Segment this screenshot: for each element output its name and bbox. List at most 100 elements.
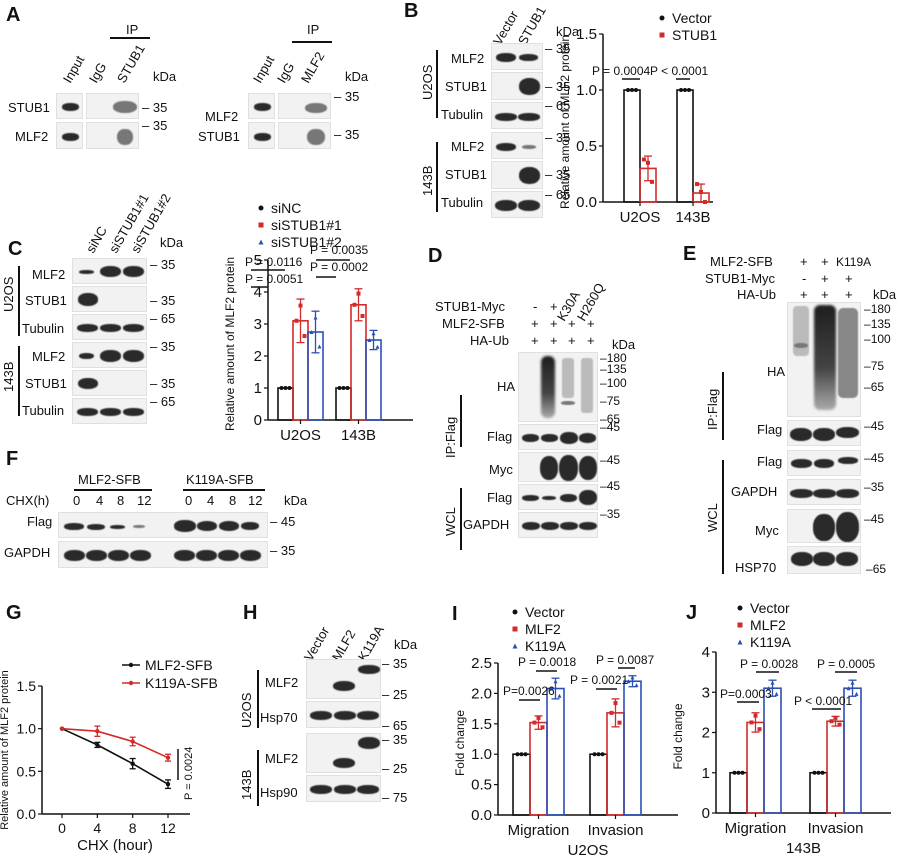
chart-c-plot: 0 1 2 3 4 5 Relative amount of MLF2 protein U2O…: [223, 200, 413, 444]
svg-text:MLF2: MLF2: [525, 621, 561, 637]
condition-value: +: [568, 333, 576, 348]
kda-marker: – 65: [382, 718, 408, 733]
group-bracket: [18, 346, 20, 416]
svg-text:143B: 143B: [675, 209, 710, 226]
svg-text:1.5: 1.5: [471, 716, 492, 733]
condition-value: +: [821, 271, 829, 286]
kda-label: kDa: [284, 493, 308, 508]
blot-strip: [306, 659, 381, 699]
row-label: Flag: [757, 422, 783, 437]
row-label: MLF2: [451, 139, 485, 154]
row-label: STUB1: [8, 100, 50, 115]
svg-text:2.0: 2.0: [471, 685, 492, 702]
kda-marker: – 35: [150, 376, 176, 391]
kda-marker: – 65: [545, 98, 571, 113]
timepoint: 8: [117, 493, 125, 508]
blot-strip: [56, 93, 83, 119]
kda-marker: –45: [600, 479, 621, 493]
condition-value: +: [821, 254, 829, 269]
kda-marker: – 25: [382, 687, 408, 702]
group-bracket: [257, 670, 259, 728]
row-label: GAPDH: [731, 484, 778, 499]
kda-marker: – 75: [382, 790, 408, 805]
row-label: Tubulin: [441, 107, 484, 122]
condition-value: +: [587, 333, 595, 348]
panel-label-j: J: [686, 602, 698, 624]
kda-marker: –45: [864, 512, 885, 526]
svg-text:Vector: Vector: [750, 600, 790, 616]
blot-strip: [58, 541, 268, 568]
blot-strip: [278, 93, 331, 119]
condition-value: +: [531, 333, 539, 348]
kda-marker: – 35: [545, 41, 571, 56]
blot-strip: [787, 479, 861, 505]
condition-value: +: [550, 333, 558, 348]
kda-marker: –65: [866, 562, 887, 576]
chart-g-plot: 0.0 0.5 1.0 1.5 0 4 8 12 CHX (hour) Relative amou…: [0, 657, 218, 854]
svg-text:Migration: Migration: [508, 822, 570, 839]
kda-marker: –35: [864, 480, 885, 494]
blot-strip: [518, 424, 598, 450]
panel-label-g: G: [6, 602, 22, 624]
blot-strip: [248, 122, 275, 149]
panel-label-h: H: [243, 602, 258, 624]
blot-strip: [306, 775, 381, 802]
kda-marker: –75: [864, 359, 885, 373]
svg-text:2: 2: [702, 725, 710, 742]
timepoint: 8: [229, 493, 237, 508]
condition-label: HA-Ub: [737, 287, 777, 302]
kda-marker: – 45: [270, 514, 296, 529]
svg-text:Vector: Vector: [525, 604, 565, 620]
svg-text:P = 0.0005: P = 0.0005: [817, 657, 875, 671]
row-label: MLF2: [15, 129, 49, 144]
blot-strip: [86, 93, 139, 119]
svg-text:0.0: 0.0: [576, 194, 597, 211]
blot-strip: [56, 122, 83, 149]
timepoint: 12: [248, 493, 263, 508]
row-label: Myc: [489, 462, 513, 477]
svg-text:0.5: 0.5: [576, 138, 597, 155]
svg-text:Invasion: Invasion: [588, 822, 644, 839]
row-label: MLF2: [451, 51, 485, 66]
svg-text:12: 12: [160, 820, 176, 836]
kda-marker: – 65: [150, 311, 176, 326]
blot-strip: [306, 733, 381, 773]
svg-text:siSTUB1#2: siSTUB1#2: [271, 234, 342, 250]
kda-marker: – 35: [270, 543, 296, 558]
panel-label-a: A: [6, 4, 21, 26]
condition-value: K119A: [836, 255, 872, 269]
row-label: STUB1: [198, 129, 240, 144]
row-label: Flag: [27, 514, 53, 529]
row-label: STUB1: [25, 293, 67, 308]
kda-label: kDa: [873, 287, 897, 302]
svg-text:0: 0: [58, 820, 66, 836]
row-label: Tubulin: [22, 403, 65, 418]
group-bracket: [436, 50, 438, 118]
timepoint: 0: [185, 493, 193, 508]
svg-text:143B: 143B: [341, 427, 376, 444]
svg-text:2.5: 2.5: [471, 655, 492, 672]
kda-marker: – 35: [142, 100, 168, 115]
svg-text:U2OS: U2OS: [620, 209, 661, 226]
svg-text:P = 0.0116: P = 0.0116: [245, 255, 303, 269]
group-bracket: [257, 750, 259, 806]
kda-marker: –135: [864, 317, 891, 331]
svg-text:P = 0.0002: P = 0.0002: [310, 260, 368, 274]
blot-strip: [72, 342, 147, 368]
panel-label-d: D: [428, 245, 443, 267]
svg-text:4: 4: [702, 644, 710, 661]
row-label: STUB1: [445, 167, 487, 182]
panel-label-i: I: [452, 603, 458, 625]
row-label: Flag: [487, 490, 513, 505]
ip-label: IP: [307, 22, 320, 37]
kda-marker: – 35: [150, 257, 176, 272]
ip-bracket: [110, 37, 150, 39]
group-underline: [183, 489, 265, 491]
blot-strip: [86, 122, 139, 149]
svg-text:Migration: Migration: [725, 820, 787, 837]
svg-text:4: 4: [93, 820, 101, 836]
blot-strip: [306, 701, 381, 728]
svg-text:K119A: K119A: [525, 638, 567, 654]
group-bracket: [460, 488, 462, 550]
svg-text:Fold change: Fold change: [671, 703, 685, 769]
